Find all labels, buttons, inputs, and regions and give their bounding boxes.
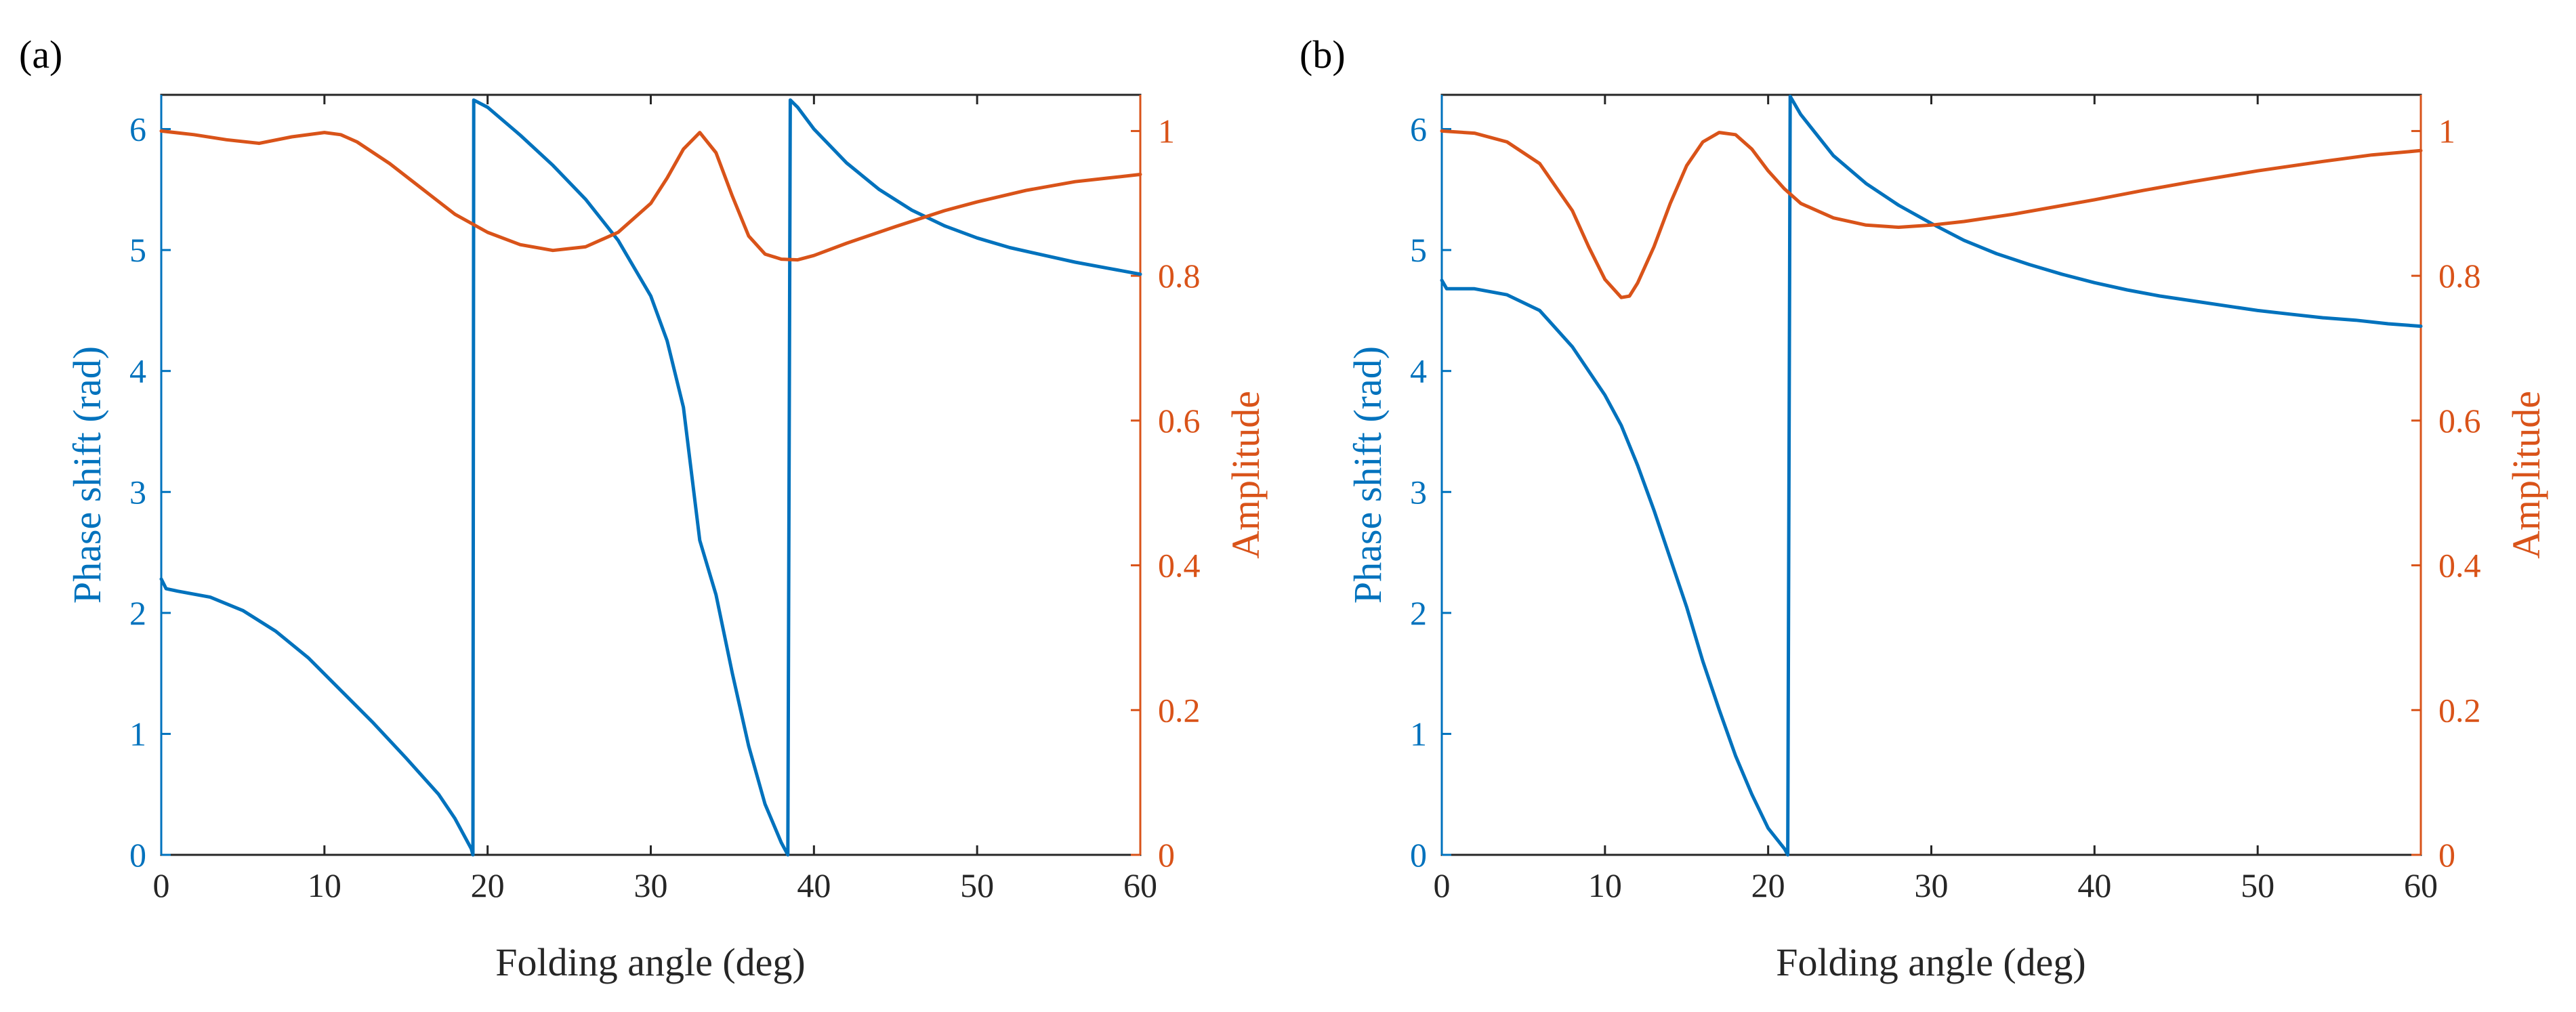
plot-area-frame <box>160 93 1142 856</box>
left-tick-label: 2 <box>1410 594 1427 632</box>
plot-area-frame <box>1440 93 2422 856</box>
x-tick-label: 40 <box>797 866 831 904</box>
right-tick-label: 0.6 <box>2438 402 2481 440</box>
right-tick-label: 0 <box>1158 836 1175 874</box>
x-tick-label: 10 <box>1588 866 1622 904</box>
x-tick-label: 40 <box>2077 866 2111 904</box>
right-tick-label: 0.2 <box>1158 691 1201 729</box>
right-tick-label: 1 <box>1158 112 1175 150</box>
x-tick-label: 0 <box>1434 866 1451 904</box>
left-axis-ticks: 0 1 2 3 4 5 6 <box>1410 95 1451 874</box>
x-axis-label: Folding angle (deg) <box>495 940 805 984</box>
left-tick-label: 1 <box>129 715 146 753</box>
panel-label-a: (a) <box>19 33 62 77</box>
right-tick-label: 0.4 <box>1158 547 1201 585</box>
x-axis-label: Folding angle (deg) <box>1776 940 2085 984</box>
left-axis-label: Phase shift (rad) <box>65 346 109 604</box>
left-tick-label: 6 <box>1410 110 1427 148</box>
x-tick-label: 60 <box>2404 866 2438 904</box>
phase-shift-line <box>1440 94 2423 857</box>
right-tick-label: 0 <box>2438 836 2455 874</box>
right-axis-ticks: 0 0.2 0.4 0.6 0.8 1 <box>2411 95 2481 874</box>
left-tick-label: 4 <box>129 352 146 390</box>
right-tick-label: 1 <box>2438 112 2455 150</box>
phase-shift-line <box>159 98 1142 857</box>
left-tick-label: 6 <box>129 110 146 148</box>
chart-panel-a: (a) 0 10 20 30 40 50 60 0 1 2 3 4 5 6 0 0.2 0.4 0.6 0.8 1… <box>19 33 1268 984</box>
x-tick-label: 50 <box>960 866 994 904</box>
x-tick-label: 20 <box>1751 866 1785 904</box>
x-tick-label: 10 <box>308 866 341 904</box>
right-axis-label: Amplitude <box>2504 391 2548 559</box>
x-axis-ticks: 0 10 20 30 40 50 60 <box>153 95 1157 904</box>
amplitude-line <box>159 129 1142 262</box>
chart-panel-b: (b) 0 10 20 30 40 50 60 0 1 2 3 4 5 6 0 0.2 0.4 0.6 0.8 1… <box>1300 33 2548 984</box>
left-tick-label: 5 <box>129 231 146 269</box>
left-tick-label: 3 <box>129 473 146 511</box>
left-tick-label: 2 <box>129 594 146 632</box>
series-layer <box>1440 94 2423 857</box>
right-tick-label: 0.4 <box>2438 547 2481 585</box>
amplitude-line <box>1440 129 2423 299</box>
series-layer <box>159 98 1142 857</box>
right-tick-label: 0.8 <box>1158 257 1201 295</box>
x-tick-label: 20 <box>471 866 505 904</box>
left-tick-label: 0 <box>1410 836 1427 874</box>
panel-label-b: (b) <box>1300 33 1346 77</box>
right-axis-ticks: 0 0.2 0.4 0.6 0.8 1 <box>1131 95 1201 874</box>
left-tick-label: 4 <box>1410 352 1427 390</box>
left-axis-ticks: 0 1 2 3 4 5 6 <box>129 95 171 874</box>
right-tick-label: 0.6 <box>1158 402 1201 440</box>
x-tick-label: 30 <box>634 866 668 904</box>
left-tick-label: 5 <box>1410 231 1427 269</box>
left-tick-label: 1 <box>1410 715 1427 753</box>
x-tick-label: 60 <box>1123 866 1157 904</box>
left-axis-label: Phase shift (rad) <box>1346 346 1390 604</box>
right-tick-label: 0.2 <box>2438 691 2481 729</box>
right-axis-label: Amplitude <box>1224 391 1268 559</box>
x-tick-label: 30 <box>1915 866 1949 904</box>
x-tick-label: 50 <box>2241 866 2274 904</box>
right-tick-label: 0.8 <box>2438 257 2481 295</box>
left-tick-label: 3 <box>1410 473 1427 511</box>
x-axis-ticks: 0 10 20 30 40 50 60 <box>1434 95 2438 904</box>
left-tick-label: 0 <box>129 836 146 874</box>
x-tick-label: 0 <box>153 866 170 904</box>
